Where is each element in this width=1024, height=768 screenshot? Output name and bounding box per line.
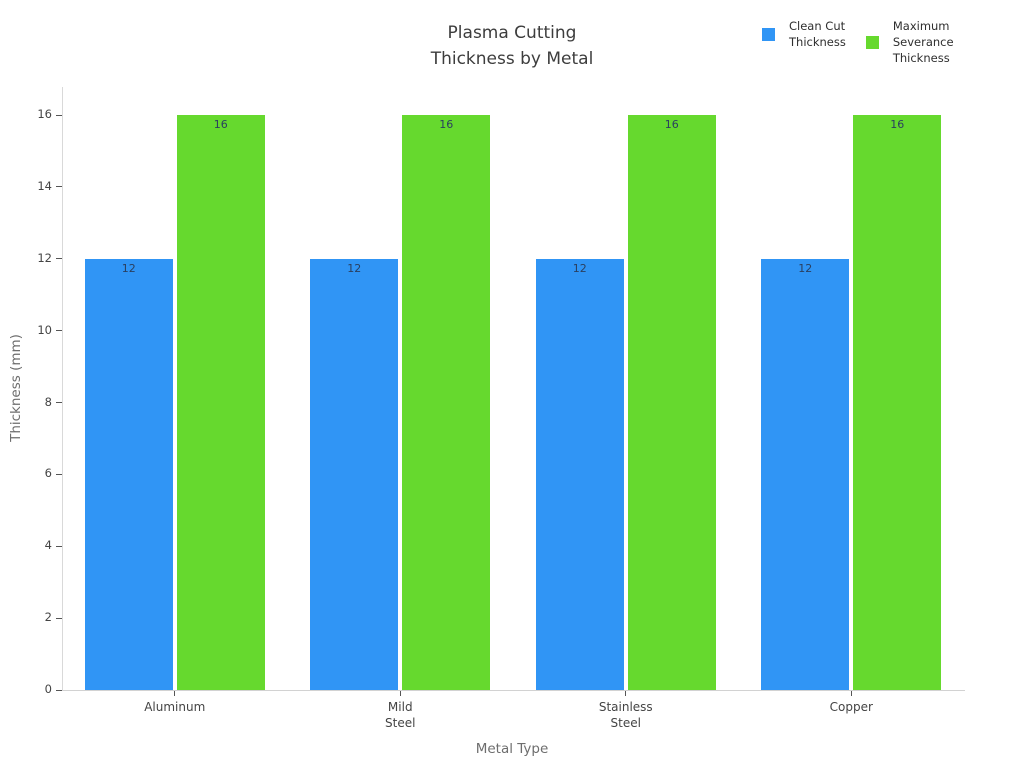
y-tick-label-6: 6: [44, 466, 52, 481]
bar-value-clean-cut-thickness-aluminum: 12: [121, 261, 136, 275]
x-tick-label-stainless-steel: Stainless Steel: [598, 700, 653, 730]
y-tick-mark-16: [56, 114, 62, 116]
y-axis-title: Thickness (mm): [8, 334, 24, 442]
x-tick-mark-mild-steel: [399, 691, 401, 696]
y-tick-label-10: 10: [37, 322, 52, 337]
y-tick-mark-0: [56, 689, 62, 691]
x-tick-label-copper: Copper: [829, 700, 873, 714]
y-tick-mark-8: [56, 402, 62, 403]
legend-item-clean-cut-thickness[interactable]: Clean Cut Thickness: [762, 18, 846, 50]
legend-label-maximum-severance-thickness: Maximum Severance Thickness: [892, 19, 954, 65]
x-tick-mark-stainless-steel: [625, 691, 627, 696]
y-tick-mark-6: [56, 473, 62, 475]
legend-swatch-clean-cut-thickness: [762, 27, 775, 41]
bar-value-maximum-severance-thickness-mild-steel: 16: [439, 118, 454, 132]
y-tick-label-4: 4: [44, 538, 52, 553]
y-tick-label-8: 8: [44, 394, 52, 409]
chart-title: Plasma Cutting Thickness by Metal: [430, 23, 594, 69]
bar-value-maximum-severance-thickness-stainless-steel: 16: [664, 118, 679, 132]
bar-value-maximum-severance-thickness-aluminum: 16: [213, 118, 228, 132]
bar-maximum-severance-thickness-copper: [853, 115, 942, 690]
bar-value-clean-cut-thickness-copper: 12: [798, 261, 813, 275]
x-tick-label-mild-steel: Mild Steel: [385, 700, 416, 730]
y-tick-mark-12: [56, 258, 62, 260]
bar-clean-cut-thickness-mild-steel: [310, 258, 399, 690]
x-tick-mark-copper: [850, 691, 852, 696]
y-tick-mark-2: [56, 617, 62, 619]
y-tick-label-0: 0: [44, 682, 52, 696]
y-tick-label-16: 16: [37, 107, 52, 122]
y-tick-label-14: 14: [37, 178, 52, 193]
bar-maximum-severance-thickness-mild-steel: [402, 115, 491, 690]
y-tick-mark-4: [56, 545, 62, 547]
y-tick-label-12: 12: [37, 250, 52, 265]
bar-clean-cut-thickness-copper: [761, 258, 850, 690]
legend-item-maximum-severance-thickness[interactable]: Maximum Severance Thickness: [865, 18, 954, 66]
bar-value-maximum-severance-thickness-copper: 16: [890, 118, 905, 132]
bar-maximum-severance-thickness-aluminum: [176, 115, 265, 690]
y-tick-mark-14: [56, 186, 62, 188]
legend-label-clean-cut-thickness: Clean Cut Thickness: [789, 19, 846, 49]
y-tick-mark-10: [56, 330, 62, 332]
bar-clean-cut-thickness-aluminum: [84, 258, 173, 690]
bar-maximum-severance-thickness-stainless-steel: [627, 115, 716, 690]
bar-value-clean-cut-thickness-mild-steel: 12: [347, 261, 362, 275]
legend: Clean Cut Thickness Maximum Severance Thi…: [762, 18, 954, 66]
x-tick-mark-aluminum: [174, 691, 176, 696]
x-tick-label-aluminum: Aluminum: [144, 700, 206, 714]
legend-swatch-maximum-severance-thickness: [865, 35, 879, 49]
bar-value-clean-cut-thickness-stainless-steel: 12: [572, 261, 587, 275]
x-axis-title: Metal Type: [475, 741, 549, 757]
y-tick-label-2: 2: [44, 610, 52, 625]
bar-clean-cut-thickness-stainless-steel: [535, 258, 624, 690]
